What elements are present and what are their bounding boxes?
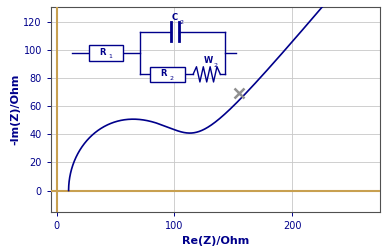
- Y-axis label: -Im(Z)/Ohm: -Im(Z)/Ohm: [11, 74, 21, 145]
- X-axis label: Re(Z)/Ohm: Re(Z)/Ohm: [182, 236, 249, 246]
